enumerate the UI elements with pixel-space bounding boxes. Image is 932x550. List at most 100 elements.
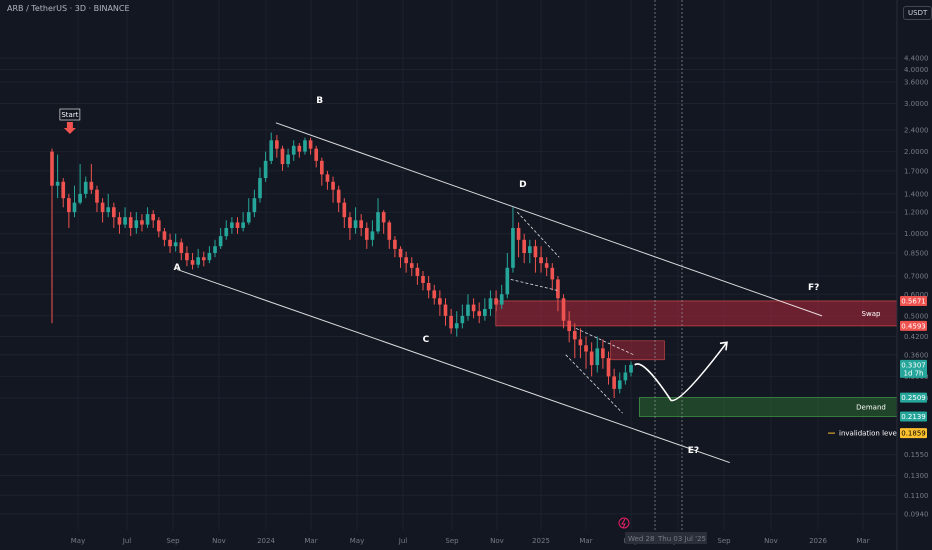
- dashed-wedge-line[interactable]: [516, 211, 560, 258]
- candle-body[interactable]: [477, 311, 482, 316]
- candle-body[interactable]: [601, 348, 605, 359]
- candle-body[interactable]: [275, 140, 279, 149]
- candle-body[interactable]: [376, 212, 380, 232]
- candle-body[interactable]: [291, 145, 296, 155]
- candle-body[interactable]: [409, 263, 414, 268]
- candle-body[interactable]: [471, 304, 476, 312]
- candle-body[interactable]: [213, 246, 217, 253]
- candle-body[interactable]: [398, 248, 403, 258]
- candle-body[interactable]: [246, 212, 251, 223]
- candle-body[interactable]: [258, 178, 262, 199]
- candle-body[interactable]: [522, 239, 527, 253]
- candle-body[interactable]: [606, 358, 611, 377]
- channel-resistance-line[interactable]: [275, 122, 823, 317]
- candle-body[interactable]: [83, 181, 88, 194]
- channel-support-line[interactable]: [176, 268, 730, 464]
- candle-body[interactable]: [325, 174, 330, 182]
- symbol-header[interactable]: ARB / TetherUS · 3D · BINANCE: [7, 4, 130, 13]
- candle-body[interactable]: [218, 236, 223, 247]
- candle-body[interactable]: [404, 257, 408, 264]
- candle-body[interactable]: [612, 376, 616, 389]
- candle-body[interactable]: [516, 227, 521, 240]
- candle-body[interactable]: [50, 151, 54, 186]
- chart-drawings[interactable]: Start A B C D E? F? invalidation level: [59, 0, 899, 530]
- candle-body[interactable]: [168, 239, 172, 247]
- candle-body[interactable]: [280, 148, 285, 165]
- candle-body[interactable]: [72, 202, 77, 213]
- candle-body[interactable]: [438, 298, 442, 305]
- candle-body[interactable]: [466, 304, 470, 316]
- dashed-wedge-line[interactable]: [565, 354, 623, 414]
- candle-body[interactable]: [303, 140, 307, 152]
- candle-body[interactable]: [156, 220, 161, 232]
- candle-body[interactable]: [556, 279, 560, 299]
- candle-body[interactable]: [589, 351, 594, 366]
- candle-body[interactable]: [511, 227, 515, 268]
- dashed-wedge-line[interactable]: [510, 279, 558, 291]
- dashed-wedge-line[interactable]: [575, 327, 634, 356]
- candle-body[interactable]: [595, 348, 600, 366]
- candle-body[interactable]: [623, 372, 628, 381]
- candle-body[interactable]: [151, 214, 156, 221]
- candle-body[interactable]: [533, 246, 538, 258]
- candle-body[interactable]: [432, 290, 437, 299]
- candle-body[interactable]: [286, 154, 290, 165]
- candle-body[interactable]: [550, 267, 555, 280]
- candle-body[interactable]: [297, 145, 302, 152]
- candle-body[interactable]: [460, 315, 465, 324]
- candle-body[interactable]: [421, 275, 425, 283]
- candle-body[interactable]: [342, 202, 347, 218]
- candle-body[interactable]: [499, 294, 504, 305]
- candle-body[interactable]: [190, 260, 195, 265]
- candle-body[interactable]: [179, 242, 184, 253]
- price-axis[interactable]: 4.4000 4.0000 3.6000 3.0000 2.4000 2.0000 1.70…: [896, 0, 932, 550]
- candle-body[interactable]: [123, 217, 127, 225]
- candle-body[interactable]: [252, 198, 257, 213]
- candle-body[interactable]: [359, 220, 364, 228]
- time-axis[interactable]: May Jul Sep Nov 2024 Mar May Jul Sep Nov 2025 Mar Ma…: [71, 532, 870, 545]
- candle-body[interactable]: [494, 298, 498, 305]
- candle-body[interactable]: [314, 148, 319, 161]
- candle-body[interactable]: [162, 231, 167, 240]
- candle-body[interactable]: [527, 246, 532, 253]
- candle-body[interactable]: [224, 227, 229, 237]
- candle-body[interactable]: [185, 252, 189, 261]
- candle-body[interactable]: [140, 220, 144, 225]
- candle-body[interactable]: [567, 320, 571, 332]
- candle-body[interactable]: [269, 140, 274, 161]
- candle-body[interactable]: [263, 160, 268, 179]
- candle-body[interactable]: [128, 217, 133, 228]
- candle-body[interactable]: [331, 181, 335, 190]
- candle-body[interactable]: [95, 189, 99, 203]
- candle-body[interactable]: [572, 331, 577, 340]
- candle-body[interactable]: [370, 231, 375, 240]
- projection-path[interactable]: [634, 341, 728, 402]
- candle-body[interactable]: [67, 198, 71, 213]
- candle-body[interactable]: [505, 267, 510, 295]
- candle-body[interactable]: [539, 257, 543, 264]
- candle-body[interactable]: [173, 242, 178, 247]
- candle-body[interactable]: [78, 193, 82, 203]
- candle-body[interactable]: [230, 222, 234, 228]
- candle-body[interactable]: [319, 160, 324, 175]
- candle-body[interactable]: [364, 227, 369, 240]
- candle-body[interactable]: [415, 267, 420, 276]
- candle-body[interactable]: [387, 222, 392, 240]
- candle-body[interactable]: [629, 364, 633, 373]
- candle-body[interactable]: [617, 380, 622, 389]
- candle-body[interactable]: [145, 214, 150, 225]
- candle-body[interactable]: [348, 217, 352, 228]
- candlestick-series[interactable]: [50, 132, 633, 398]
- candle-body[interactable]: [381, 212, 386, 223]
- currency-button[interactable]: USDT: [903, 6, 932, 20]
- candle-body[interactable]: [483, 308, 487, 316]
- candle-body[interactable]: [235, 222, 240, 228]
- candle-body[interactable]: [196, 257, 200, 265]
- candle-body[interactable]: [61, 181, 66, 199]
- event-flag-icon[interactable]: [618, 517, 630, 529]
- candle-body[interactable]: [112, 207, 116, 218]
- candle-body[interactable]: [134, 220, 139, 228]
- candle-body[interactable]: [561, 298, 566, 321]
- candle-body[interactable]: [308, 140, 313, 149]
